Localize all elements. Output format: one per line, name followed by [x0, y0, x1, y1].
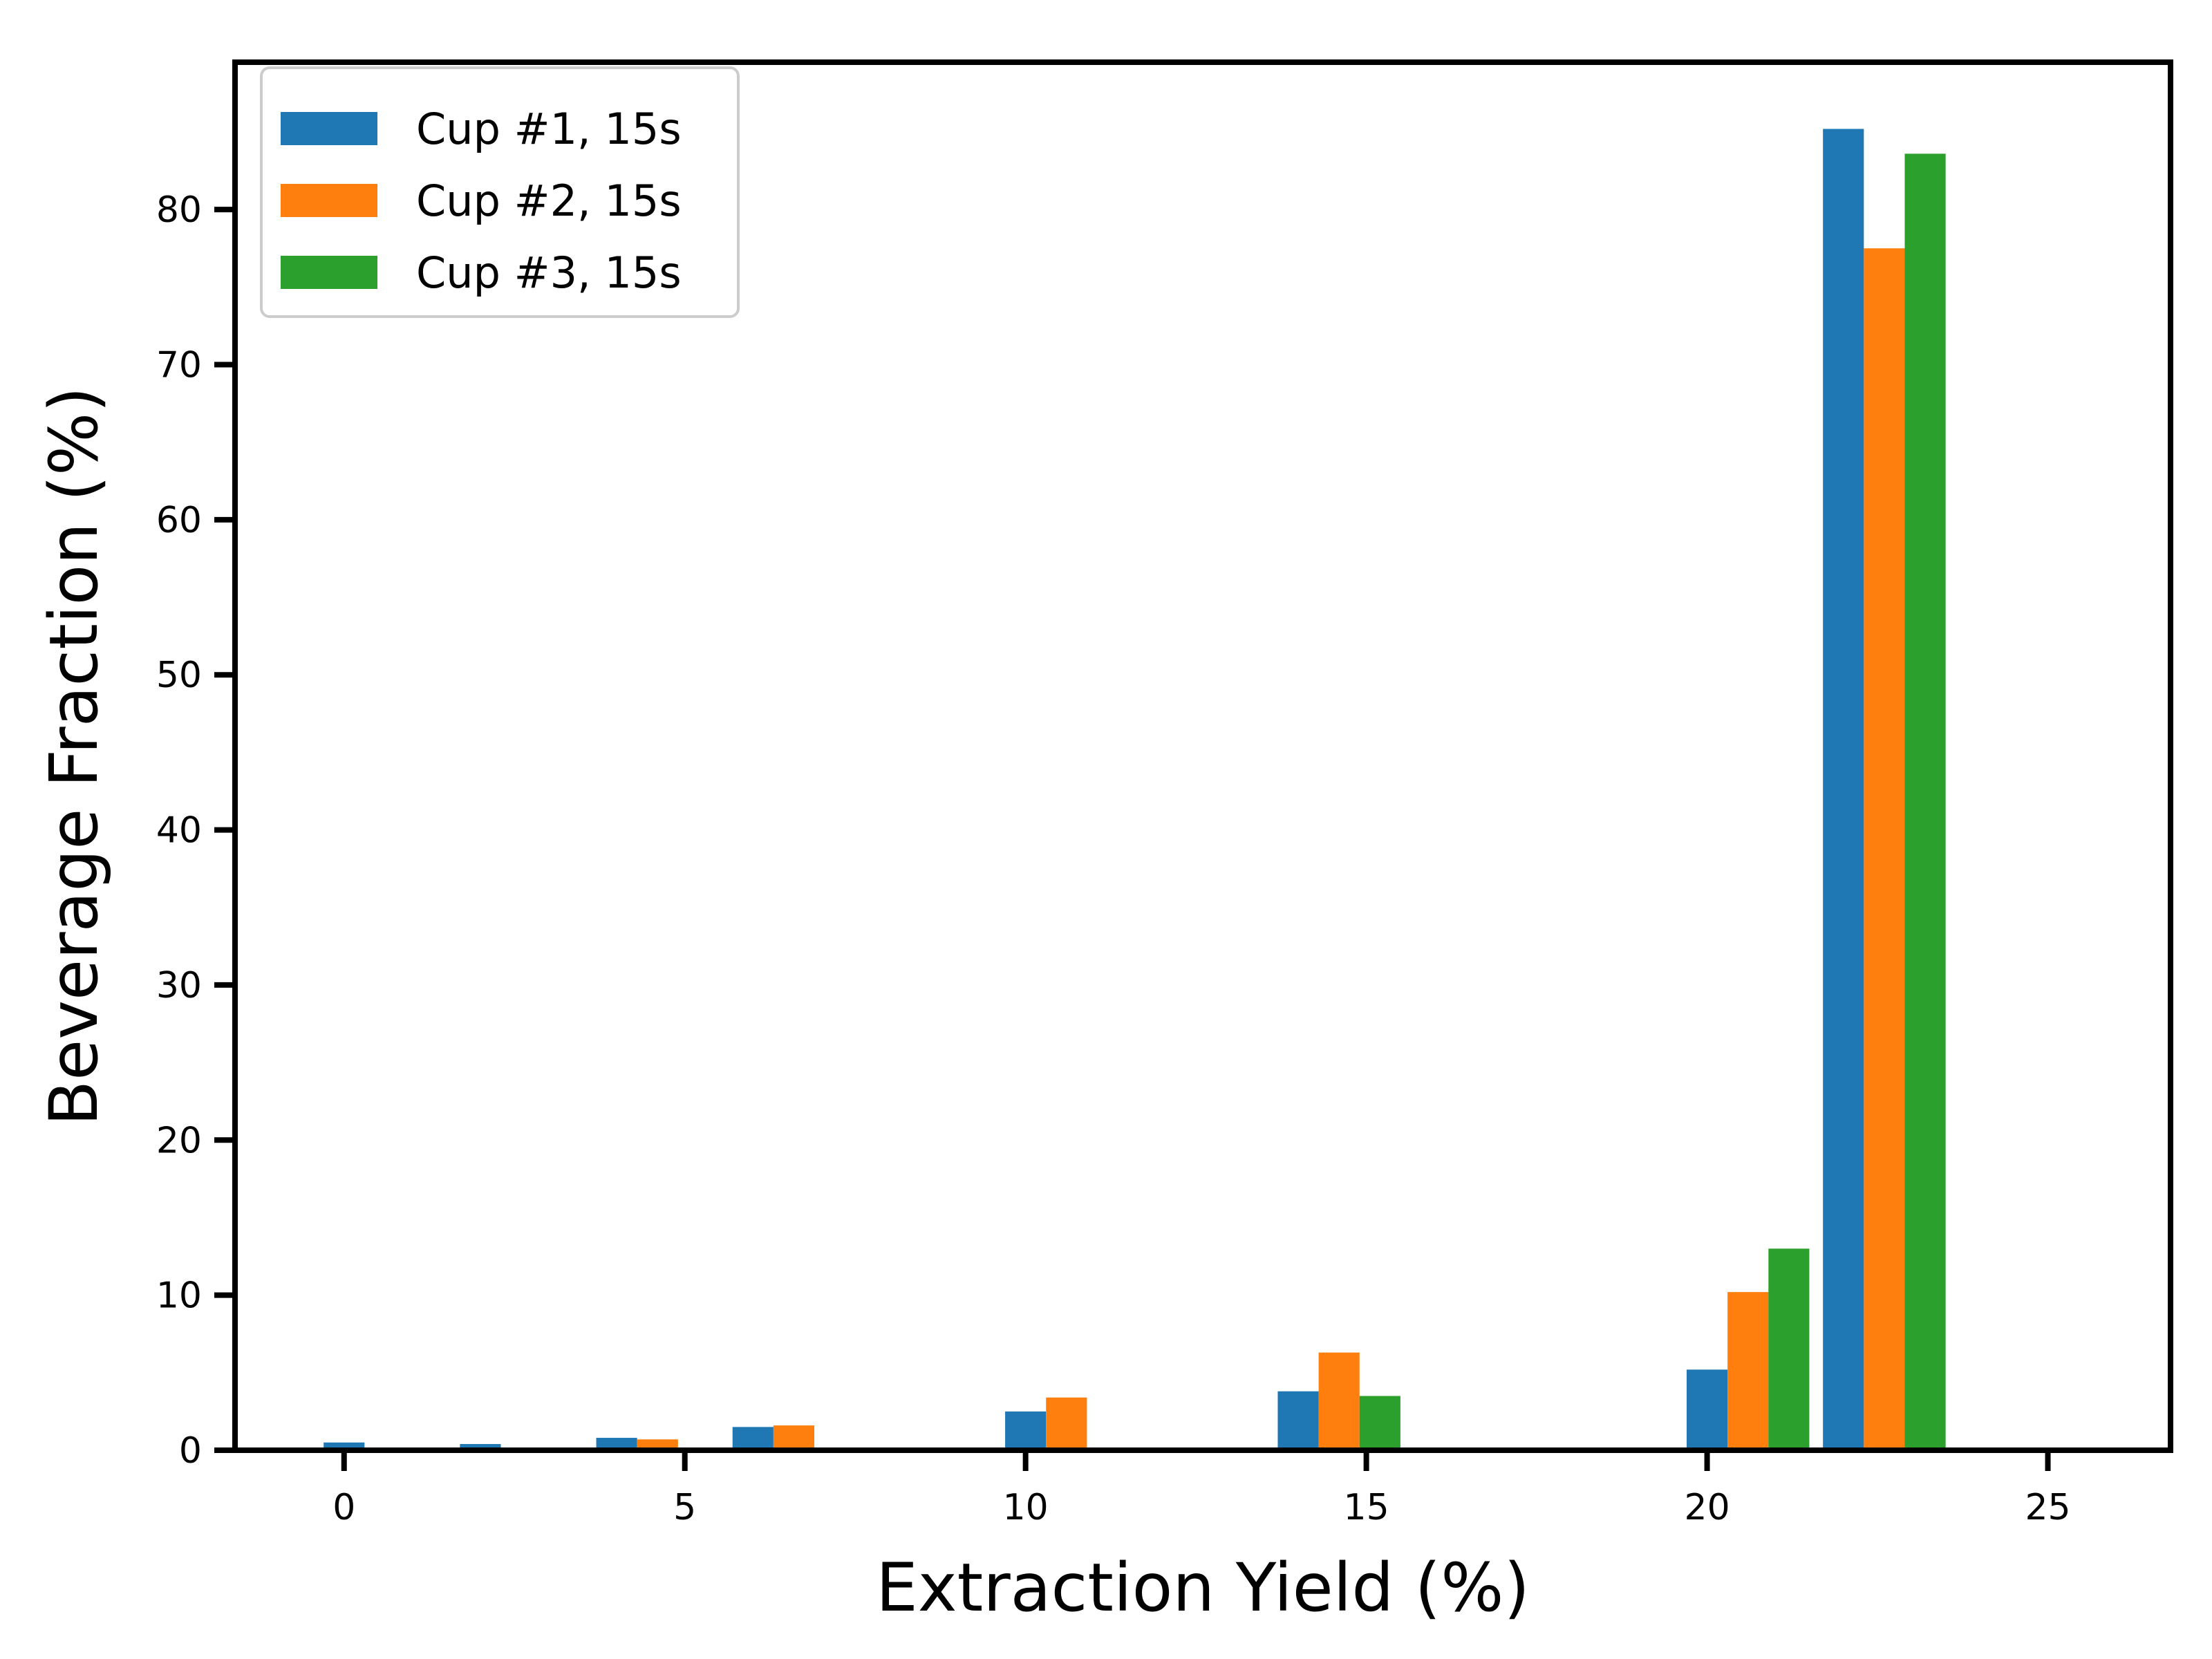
y-tick-label: 70 — [156, 344, 202, 386]
legend-label: Cup #2, 15s — [416, 176, 682, 226]
legend-swatch — [281, 184, 377, 217]
legend: Cup #1, 15s Cup #2, 15s Cup #3, 15s — [260, 66, 740, 318]
bar-series-1-2 — [460, 1444, 501, 1450]
y-axis-label: Beverage Fraction (%) — [35, 386, 113, 1125]
x-tick-label: 0 — [332, 1487, 355, 1528]
bar-series-1-6 — [1277, 1391, 1319, 1450]
legend-swatch — [281, 256, 377, 289]
x-axis-label: Extraction Yield (%) — [876, 1549, 1530, 1627]
legend-label: Cup #1, 15s — [416, 104, 682, 154]
legend-label: Cup #3, 15s — [416, 247, 682, 298]
bar-series-3-1 — [1359, 1396, 1400, 1450]
x-tick-label: 10 — [1003, 1487, 1049, 1528]
y-tick-label: 20 — [156, 1120, 202, 1161]
bar-series-2-6 — [1864, 248, 1905, 1451]
plot-frame — [232, 59, 2173, 1453]
x-tick-label: 25 — [2025, 1487, 2070, 1528]
y-tick-label: 60 — [156, 500, 202, 541]
bar-series-1-7 — [1687, 1369, 1728, 1450]
legend-swatch — [281, 112, 377, 145]
x-tick-label: 5 — [673, 1487, 696, 1528]
bar-series-1-4 — [732, 1427, 774, 1450]
y-tick-label: 50 — [156, 655, 202, 696]
bar-series-1-3 — [596, 1438, 637, 1450]
bars — [324, 129, 1946, 1451]
y-tick-label: 0 — [179, 1430, 202, 1472]
x-tick-label: 20 — [1684, 1487, 1730, 1528]
x-tick-label: 15 — [1344, 1487, 1389, 1528]
legend-box — [260, 66, 740, 318]
y-tick-label: 30 — [156, 965, 202, 1006]
bar-series-2-3 — [1046, 1397, 1087, 1450]
y-tick-label: 80 — [156, 189, 202, 231]
bar-series-1-8 — [1823, 129, 1864, 1450]
bar-series-1-5 — [1005, 1411, 1047, 1450]
y-tick-label: 40 — [156, 810, 202, 852]
y-tick-label: 10 — [156, 1275, 202, 1317]
bar-series-3-3 — [1904, 153, 1946, 1450]
bar-series-2-5 — [1727, 1292, 1769, 1450]
x-axis-ticks: 0 5 10 15 20 25 — [332, 1450, 2071, 1528]
bar-series-2-4 — [1318, 1352, 1360, 1450]
bar-series-2-2 — [773, 1425, 815, 1450]
bar-series-3-2 — [1768, 1248, 1810, 1450]
bar-series-1-1 — [324, 1442, 365, 1450]
y-axis-ticks: 0 10 20 30 40 50 60 70 80 — [156, 189, 235, 1472]
